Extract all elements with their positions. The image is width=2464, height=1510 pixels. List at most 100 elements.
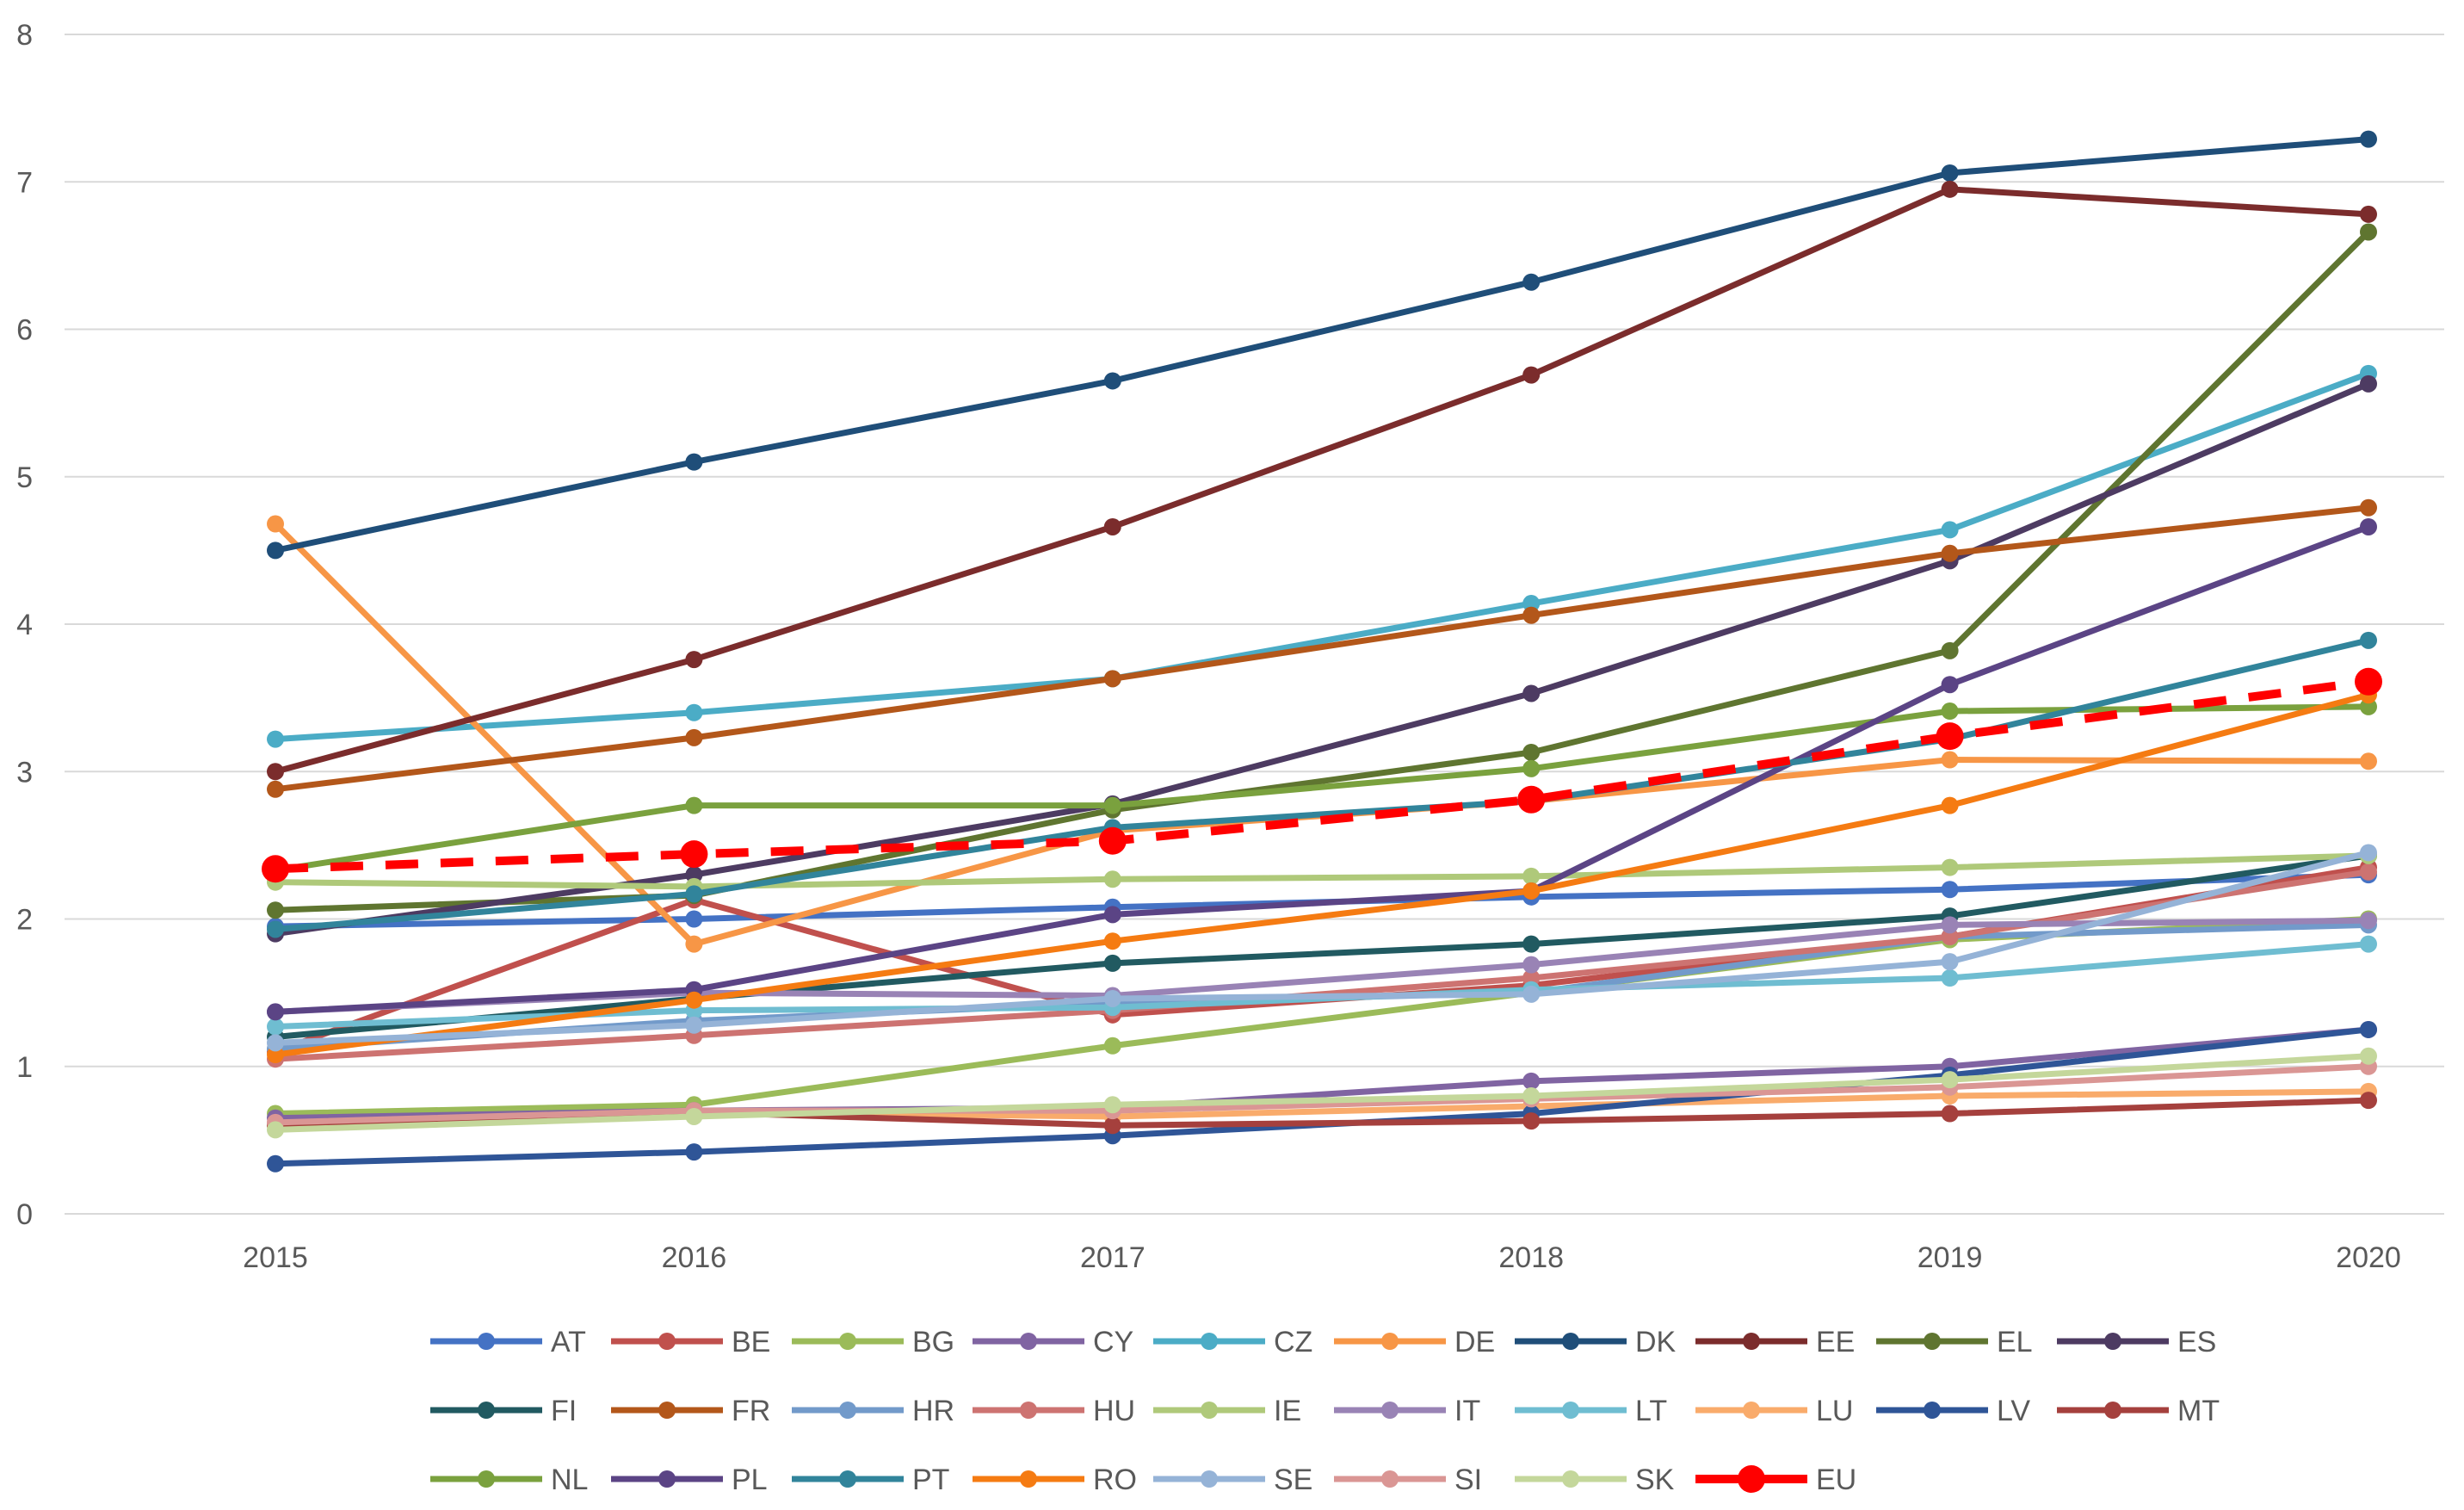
legend-item-eu[interactable]: EU xyxy=(1695,1464,1856,1496)
data-point-fr-2018 xyxy=(1522,606,1541,624)
data-point-de-2015 xyxy=(267,515,284,533)
data-point-cz-2015 xyxy=(267,730,284,748)
legend-item-hr[interactable]: HR xyxy=(792,1395,954,1427)
data-point-dk-2019 xyxy=(1941,164,1959,182)
data-point-se-2015 xyxy=(267,1034,284,1052)
y-tick-label: 8 xyxy=(16,19,33,52)
legend-swatch-marker xyxy=(1381,1470,1399,1488)
data-point-it-2019 xyxy=(1941,916,1959,934)
legend-swatch-marker xyxy=(478,1402,495,1419)
legend-item-es[interactable]: ES xyxy=(2057,1326,2216,1358)
data-point-mt-2018 xyxy=(1522,1112,1541,1130)
series-line-pt xyxy=(272,637,2372,932)
legend-swatch-marker xyxy=(839,1402,856,1419)
legend-item-ie[interactable]: IE xyxy=(1153,1395,1301,1427)
data-point-bg-2017 xyxy=(1103,1037,1121,1055)
data-point-se-2017 xyxy=(1103,989,1121,1007)
data-point-lt-2020 xyxy=(2360,935,2377,953)
data-point-fr-2017 xyxy=(1103,670,1121,688)
legend-item-se[interactable]: SE xyxy=(1153,1464,1312,1496)
legend-item-it[interactable]: IT xyxy=(1334,1395,1480,1427)
data-point-dk-2015 xyxy=(267,541,284,560)
legend-item-mt[interactable]: MT xyxy=(2057,1395,2220,1427)
legend-swatch-marker xyxy=(1201,1470,1218,1488)
legend-swatch-marker xyxy=(1020,1402,1037,1419)
data-point-ee-2020 xyxy=(2360,205,2377,223)
x-tick-label: 2015 xyxy=(243,1241,308,1274)
legend-swatch-marker xyxy=(1201,1402,1218,1419)
legend-item-lv[interactable]: LV xyxy=(1876,1395,2030,1427)
data-point-hu-2018 xyxy=(1522,969,1541,987)
data-point-es-2016 xyxy=(685,866,703,884)
data-point-es-2018 xyxy=(1522,684,1541,702)
series-dk xyxy=(267,130,2377,560)
legend-item-cz[interactable]: CZ xyxy=(1153,1326,1312,1358)
data-point-nl-2019 xyxy=(1941,702,1959,721)
legend-label: MT xyxy=(2177,1395,2220,1427)
series-se xyxy=(267,844,2377,1052)
legend-item-hu[interactable]: HU xyxy=(973,1395,1135,1427)
legend-item-el[interactable]: EL xyxy=(1876,1326,2033,1358)
legend-item-fr[interactable]: FR xyxy=(611,1395,770,1427)
legend-item-lt[interactable]: LT xyxy=(1515,1395,1667,1427)
data-point-eu-2020 xyxy=(2355,667,2382,696)
data-point-el-2018 xyxy=(1522,743,1541,761)
legend-label: BE xyxy=(732,1326,770,1358)
data-point-mt-2020 xyxy=(2360,1092,2377,1110)
legend-item-dk[interactable]: DK xyxy=(1515,1326,1677,1358)
legend-swatch-marker xyxy=(1562,1470,1579,1488)
data-point-el-2019 xyxy=(1941,641,1959,659)
data-point-nl-2018 xyxy=(1522,759,1541,777)
data-point-sk-2016 xyxy=(685,1107,703,1125)
x-tick-label: 2020 xyxy=(2336,1241,2401,1274)
data-point-ie-2017 xyxy=(1103,870,1121,888)
series-line-ee xyxy=(272,186,2372,775)
data-point-mt-2017 xyxy=(1103,1117,1121,1135)
series-hu xyxy=(267,863,2377,1068)
legend-item-at[interactable]: AT xyxy=(430,1326,586,1358)
legend-item-be[interactable]: BE xyxy=(611,1326,770,1358)
legend-item-de[interactable]: DE xyxy=(1334,1326,1495,1358)
data-point-ee-2019 xyxy=(1941,180,1959,198)
legend-item-lu[interactable]: LU xyxy=(1695,1395,1853,1427)
data-point-nl-2016 xyxy=(685,796,703,814)
data-point-nl-2020 xyxy=(2360,697,2377,715)
legend-label: AT xyxy=(551,1326,586,1358)
data-point-fr-2016 xyxy=(685,728,703,746)
legend-item-sk[interactable]: SK xyxy=(1515,1464,1675,1496)
legend-swatch-marker xyxy=(1562,1402,1579,1419)
data-point-dk-2020 xyxy=(2360,130,2377,148)
legend-item-pl[interactable]: PL xyxy=(611,1464,768,1496)
legend: AT BE BG CY CZ DE DK EE EL ES FI FR HR HU IE IT LT LU LV MT… xyxy=(430,1326,2220,1496)
y-tick-label: 6 xyxy=(16,314,33,347)
legend-item-ro[interactable]: RO xyxy=(973,1464,1137,1496)
legend-label: EU xyxy=(1816,1464,1856,1496)
data-point-eu-2016 xyxy=(680,840,708,869)
y-tick-label: 2 xyxy=(16,904,33,937)
data-point-el-2015 xyxy=(267,901,284,919)
data-point-cz-2016 xyxy=(685,703,703,721)
data-point-ie-2018 xyxy=(1522,867,1541,885)
legend-item-ee[interactable]: EE xyxy=(1695,1326,1855,1358)
series-line-fi xyxy=(272,852,2372,1040)
series-line-de xyxy=(272,521,2372,948)
legend-item-fi[interactable]: FI xyxy=(430,1395,577,1427)
legend-item-nl[interactable]: NL xyxy=(430,1464,588,1496)
legend-label: HU xyxy=(1093,1395,1135,1427)
data-point-ee-2016 xyxy=(685,651,703,669)
data-point-ro-2018 xyxy=(1522,882,1541,900)
legend-label: CZ xyxy=(1274,1326,1312,1358)
data-point-eu-2019 xyxy=(1936,722,1964,751)
series-fr xyxy=(267,498,2377,798)
series-line-eu xyxy=(275,677,2369,874)
legend-swatch-marker xyxy=(2104,1402,2121,1419)
data-point-dk-2016 xyxy=(685,453,703,471)
legend-item-cy[interactable]: CY xyxy=(973,1326,1133,1358)
legend-item-pt[interactable]: PT xyxy=(792,1464,949,1496)
series-fi xyxy=(267,846,2377,1046)
data-point-hu-2019 xyxy=(1941,928,1959,946)
legend-item-si[interactable]: SI xyxy=(1334,1464,1482,1496)
legend-label: PT xyxy=(912,1464,949,1496)
data-point-eu-2015 xyxy=(262,855,289,883)
legend-item-bg[interactable]: BG xyxy=(792,1326,954,1358)
